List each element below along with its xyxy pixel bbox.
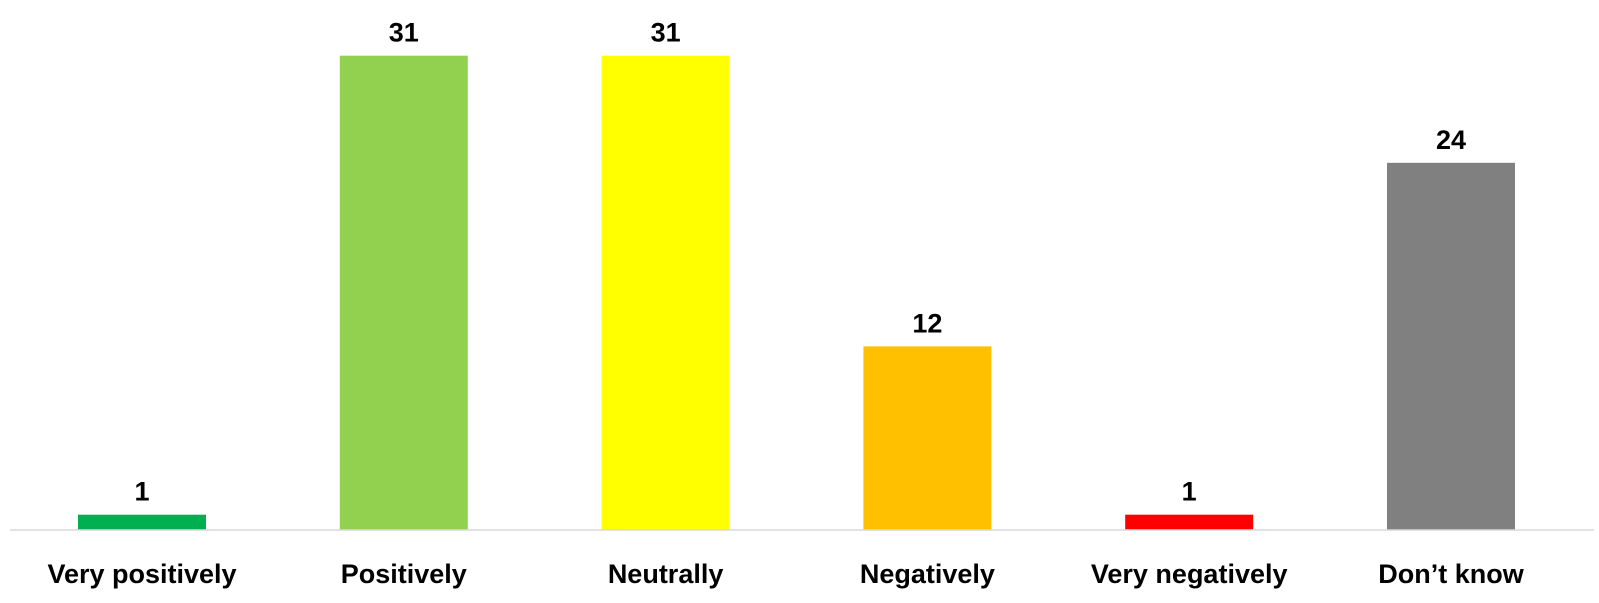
bar-positively: [339, 55, 468, 530]
data-labels-group: 1 31 31 12 1 24: [134, 18, 1466, 507]
data-label-neutrally: 31: [651, 18, 681, 48]
data-label-positively: 31: [389, 18, 419, 48]
category-label-neutrally: Neutrally: [608, 559, 724, 589]
bar-don-t-know: [1387, 162, 1515, 531]
bar-negatively: [863, 346, 992, 530]
category-labels-group: Very positively Positively Neutrally Negati…: [47, 559, 1524, 589]
bars-group: [78, 55, 1515, 531]
data-label-don-t-know: 24: [1436, 125, 1466, 155]
category-label-don-t-know: Don’t know: [1378, 559, 1524, 589]
bar-neutrally: [601, 55, 730, 530]
data-label-negatively: 12: [912, 308, 942, 338]
data-label-very-positively: 1: [134, 477, 149, 507]
category-label-negatively: Negatively: [860, 559, 995, 589]
bar-very-positively: [78, 514, 206, 530]
bar-very-negatively: [1125, 514, 1254, 530]
category-label-very-positively: Very positively: [47, 559, 236, 589]
category-label-very-negatively: Very negatively: [1091, 559, 1288, 589]
data-label-very-negatively: 1: [1182, 477, 1197, 507]
category-label-positively: Positively: [341, 559, 467, 589]
